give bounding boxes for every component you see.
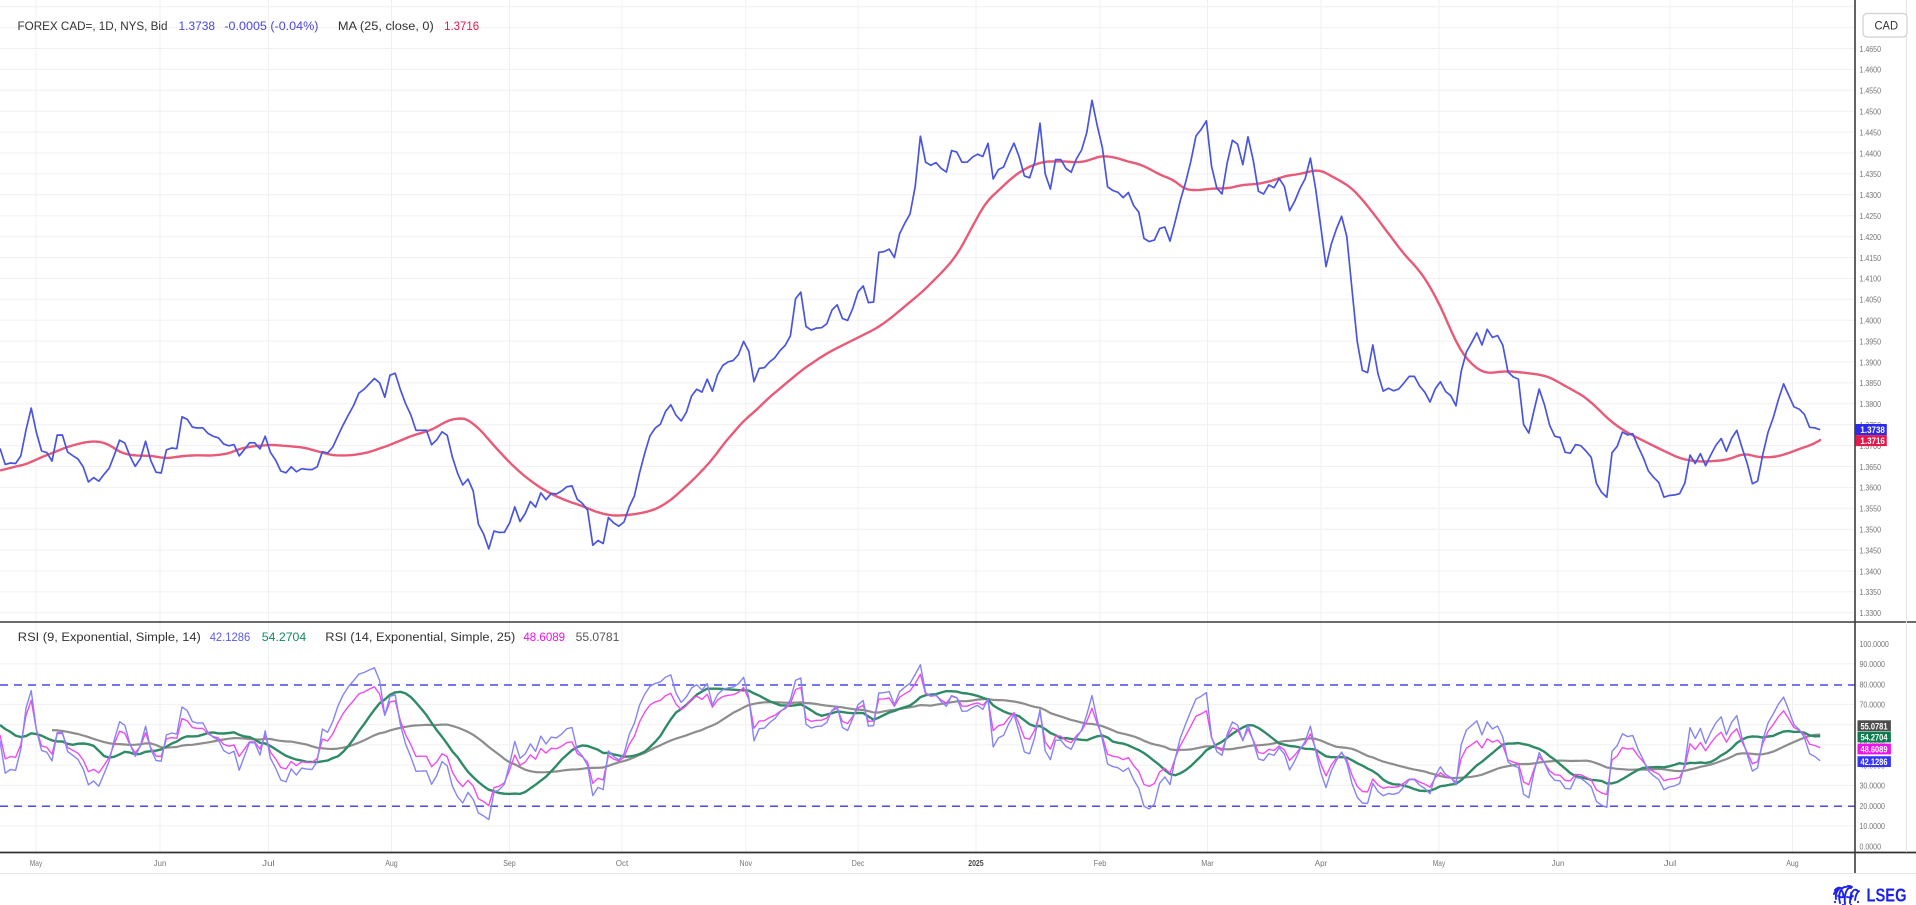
svg-text:May: May (30, 858, 43, 868)
svg-text:Apr: Apr (1315, 858, 1328, 868)
svg-text:1.3900: 1.3900 (1860, 357, 1882, 367)
svg-text:Aug: Aug (1786, 858, 1799, 868)
svg-text:FOREX CAD=, 1D, NYS, Bid: FOREX CAD=, 1D, NYS, Bid (18, 19, 168, 33)
svg-text:RSI (9, Exponential, Simple, 1: RSI (9, Exponential, Simple, 14) (18, 630, 201, 644)
svg-text:1.4300: 1.4300 (1860, 190, 1882, 200)
svg-text:Dec: Dec (852, 858, 865, 868)
svg-text:54.2704: 54.2704 (1861, 733, 1889, 744)
svg-text:1.3650: 1.3650 (1860, 462, 1882, 472)
svg-text:1.4500: 1.4500 (1860, 107, 1882, 117)
svg-text:1.3716: 1.3716 (444, 19, 479, 33)
svg-text:1.3300: 1.3300 (1860, 608, 1882, 618)
svg-text:1.4550: 1.4550 (1860, 86, 1882, 96)
svg-text:Nov: Nov (740, 858, 753, 868)
svg-text:90.0000: 90.0000 (1860, 659, 1886, 669)
svg-text:55.0781: 55.0781 (576, 630, 620, 644)
svg-text:1.3950: 1.3950 (1860, 336, 1882, 346)
svg-text:42.1286: 42.1286 (210, 630, 251, 644)
svg-text:80.0000: 80.0000 (1860, 679, 1886, 689)
svg-text:Sep: Sep (503, 858, 516, 868)
svg-text:1.3738: 1.3738 (179, 19, 216, 33)
svg-text:1.4350: 1.4350 (1860, 169, 1882, 179)
svg-text:1.4600: 1.4600 (1860, 65, 1882, 75)
svg-text:30.0000: 30.0000 (1860, 781, 1886, 791)
svg-text:70.0000: 70.0000 (1860, 700, 1886, 710)
svg-text:1.3400: 1.3400 (1860, 566, 1882, 576)
svg-text:1.3350: 1.3350 (1860, 587, 1882, 597)
svg-text:100.0000: 100.0000 (1860, 639, 1890, 649)
svg-text:2025: 2025 (968, 858, 984, 868)
svg-text:1.3738: 1.3738 (1860, 425, 1885, 436)
svg-text:1.3800: 1.3800 (1860, 399, 1882, 409)
svg-text:55.0781: 55.0781 (1861, 721, 1889, 732)
svg-text:1.4200: 1.4200 (1860, 232, 1882, 242)
svg-text:1.3450: 1.3450 (1860, 545, 1882, 555)
svg-text:Aug: Aug (385, 858, 398, 868)
svg-text:1.4400: 1.4400 (1860, 148, 1882, 158)
svg-text:10.0000: 10.0000 (1860, 821, 1886, 831)
svg-text:1.4450: 1.4450 (1860, 127, 1882, 137)
svg-text:1.3716: 1.3716 (1860, 436, 1885, 447)
svg-text:1.3600: 1.3600 (1860, 483, 1882, 493)
svg-text:Jun: Jun (154, 858, 167, 868)
svg-text:May: May (1433, 858, 1446, 868)
svg-text:Jun: Jun (1552, 858, 1565, 868)
svg-text:1.4000: 1.4000 (1860, 316, 1882, 326)
svg-text:1.3850: 1.3850 (1860, 378, 1882, 388)
svg-text:54.2704: 54.2704 (262, 630, 307, 644)
svg-text:RSI (14, Exponential, Simple,: RSI (14, Exponential, Simple, 25) (325, 630, 515, 644)
svg-text:Mar: Mar (1201, 858, 1214, 868)
svg-text:1.4650: 1.4650 (1860, 44, 1882, 54)
svg-text:20.0000: 20.0000 (1860, 801, 1886, 811)
svg-text:1.4250: 1.4250 (1860, 211, 1882, 221)
svg-text:1.3500: 1.3500 (1860, 525, 1882, 535)
svg-text:48.6089: 48.6089 (1861, 745, 1888, 756)
svg-text:42.1286: 42.1286 (1861, 757, 1888, 768)
svg-text:1.4050: 1.4050 (1860, 295, 1882, 305)
svg-text:Oct: Oct (616, 858, 629, 868)
svg-text:1.4150: 1.4150 (1860, 253, 1882, 263)
svg-text:Jul: Jul (1664, 858, 1677, 868)
svg-text:1.4100: 1.4100 (1860, 274, 1882, 284)
svg-text:MA (25, close, 0): MA (25, close, 0) (338, 19, 434, 33)
svg-text:Feb: Feb (1094, 858, 1107, 868)
svg-text:48.6089: 48.6089 (523, 630, 565, 644)
svg-text:0.0000: 0.0000 (1860, 841, 1882, 851)
svg-text:1.3550: 1.3550 (1860, 504, 1882, 514)
svg-text:CAD: CAD (1875, 20, 1899, 32)
svg-text:Jul: Jul (262, 858, 275, 868)
svg-text:-0.0005 (-0.04%): -0.0005 (-0.04%) (224, 19, 318, 33)
svg-text:LSEG: LSEG (1867, 885, 1907, 905)
